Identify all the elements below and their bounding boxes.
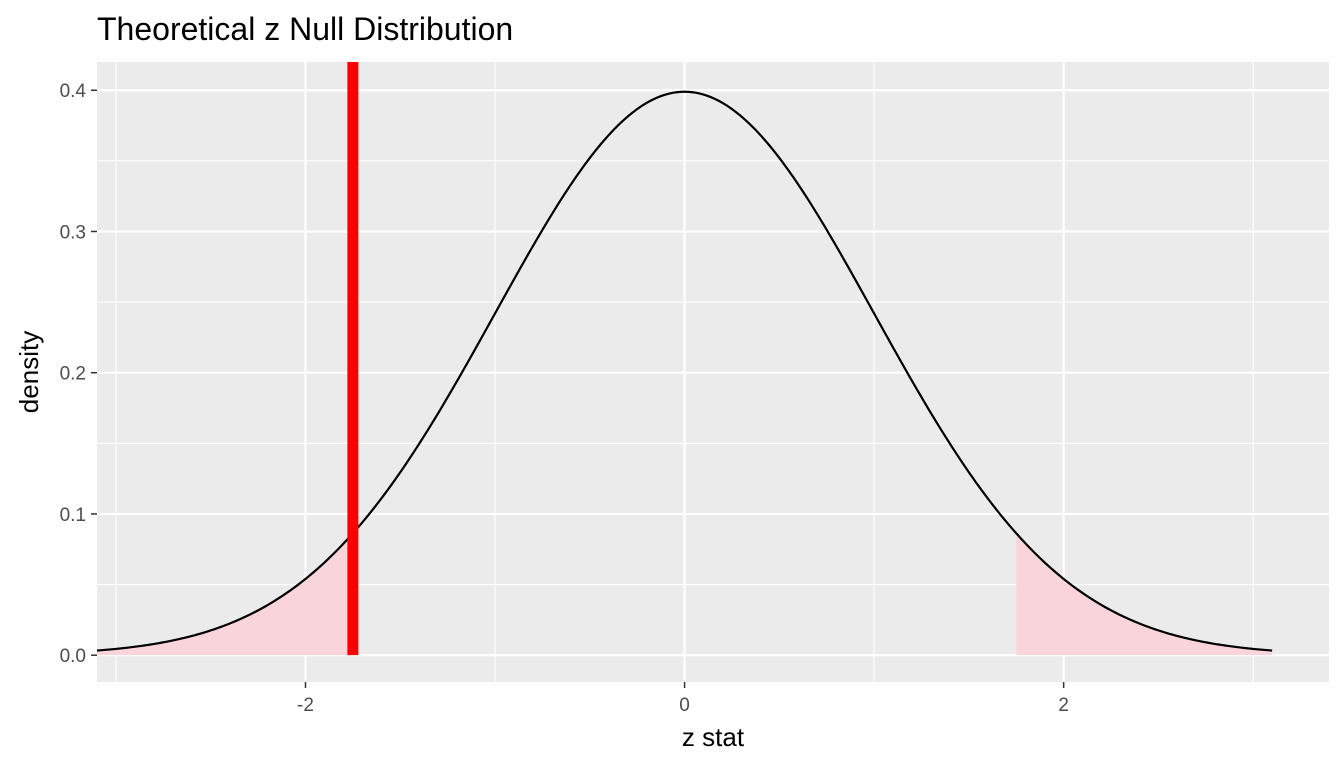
- density-curve: [96, 90, 1273, 652]
- x-axis-ticks: -2 0 2: [297, 682, 1069, 716]
- y-tick-label: 0.1: [60, 505, 86, 526]
- y-axis-title: density: [14, 331, 44, 413]
- x-tick-label: 0: [679, 695, 690, 716]
- chart-title: Theoretical z Null Distribution: [97, 11, 513, 47]
- y-tick-label: 0.0: [60, 646, 86, 667]
- x-tick-label: 2: [1058, 695, 1069, 716]
- x-axis-title: z stat: [682, 722, 745, 752]
- shaded-tail-regions: [97, 533, 1273, 656]
- shaded-region: [1016, 533, 1273, 656]
- y-tick-label: 0.4: [60, 81, 87, 102]
- y-axis-ticks: 0.0 0.1 0.2 0.3 0.4: [60, 81, 97, 667]
- y-tick-label: 0.2: [60, 364, 86, 385]
- shaded-region: [97, 533, 353, 656]
- x-tick-label: -2: [297, 695, 314, 716]
- y-tick-label: 0.3: [60, 222, 86, 243]
